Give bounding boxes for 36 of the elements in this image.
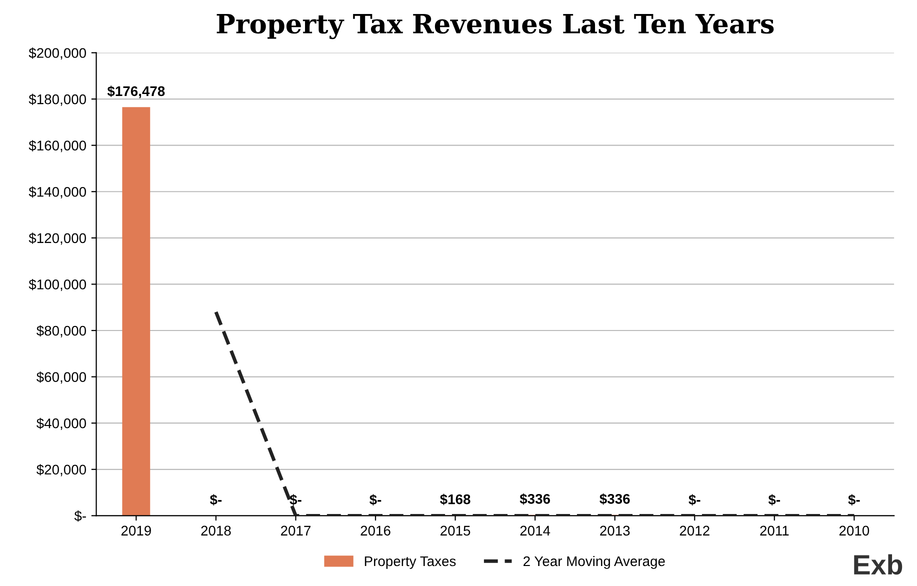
legend-label: 2 Year Moving Average (524, 556, 665, 569)
data-label: $336 (600, 493, 630, 505)
data-label: $168 (440, 494, 470, 506)
y-tick-label: $120,000 (28, 232, 86, 245)
data-label: $- (210, 494, 222, 506)
y-tick-label: $160,000 (28, 140, 86, 152)
x-tick-label: 2012 (680, 526, 710, 536)
y-tick-label: $40,000 (36, 418, 86, 430)
data-label: $- (370, 494, 382, 506)
x-tick-label: 2013 (600, 526, 630, 536)
data-label: $336 (520, 493, 550, 505)
x-tick-label: 2015 (440, 526, 470, 536)
y-tick-label: $140,000 (28, 186, 86, 198)
x-tick-label: 2010 (839, 526, 870, 536)
y-tick-label: $100,000 (28, 278, 86, 292)
legend-label: Property Taxes (364, 556, 456, 569)
x-tick-label: 2017 (280, 526, 310, 536)
text: Exb (854, 554, 902, 575)
y-tick-label: $20,000 (36, 464, 86, 476)
y-tick-label: $- (74, 510, 86, 522)
x-tick-label: 2019 (121, 526, 151, 536)
y-tick-label: $200,000 (28, 47, 86, 60)
chart-title: Property Tax Revenues Last Ten Years (216, 14, 774, 40)
data-label: $- (768, 494, 780, 506)
y-tick-label: $80,000 (36, 325, 86, 338)
y-tick-label: $60,000 (36, 372, 86, 384)
x-tick-label: 2011 (760, 526, 789, 536)
data-label: $- (688, 494, 700, 506)
data-label: $- (290, 494, 302, 506)
data-label: $176,478 (107, 86, 165, 98)
x-tick-label: 2014 (520, 526, 550, 536)
x-tick-label: 2018 (201, 526, 231, 536)
x-tick-label: 2016 (360, 526, 390, 536)
bar (122, 107, 150, 516)
y-tick-label: $180,000 (28, 94, 86, 106)
data-label: $- (848, 494, 860, 506)
